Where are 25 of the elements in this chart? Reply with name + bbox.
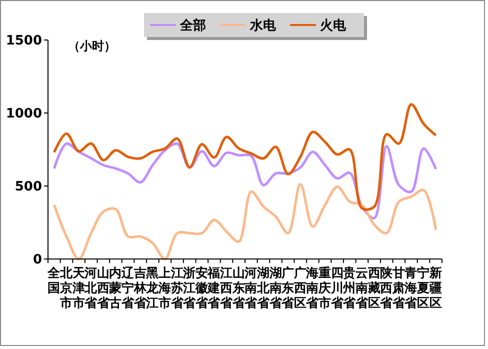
x-tick-label: 天津市 <box>71 265 86 310</box>
y-tick-label: 1500 <box>6 34 42 49</box>
legend-label: 水电 <box>249 18 277 34</box>
y-axis-title: （小时） <box>68 39 116 53</box>
x-tick-label: 广西区 <box>292 265 307 310</box>
legend-label: 火电 <box>319 18 347 34</box>
x-tick-label: 西藏区 <box>366 265 381 310</box>
x-tick-label: 甘肃省 <box>391 265 406 310</box>
y-tick-label: 0 <box>32 252 42 268</box>
x-tick-label: 宁夏区 <box>416 265 430 310</box>
x-tick-label: 山西省 <box>96 265 111 310</box>
x-tick-label: 湖北省 <box>256 265 271 310</box>
y-tick-label: 500 <box>14 180 42 195</box>
x-tick-label: 吉林省 <box>132 265 148 310</box>
x-tick-label: 北京市 <box>58 265 74 310</box>
legend-label: 全部 <box>179 18 206 34</box>
x-tick-label: 云南省 <box>354 265 370 310</box>
line-series <box>52 182 438 260</box>
x-tick-label: 重庆市 <box>318 265 332 310</box>
y-tick-label: 1000 <box>6 106 42 122</box>
x-tick-label: 新疆区 <box>428 265 442 310</box>
x-tick-label: 安徽省 <box>194 265 210 310</box>
x-tick-label: 江苏省 <box>170 265 185 310</box>
x-tick-label: 上海市 <box>157 265 172 310</box>
x-tick-label: 内蒙古 <box>108 265 122 310</box>
